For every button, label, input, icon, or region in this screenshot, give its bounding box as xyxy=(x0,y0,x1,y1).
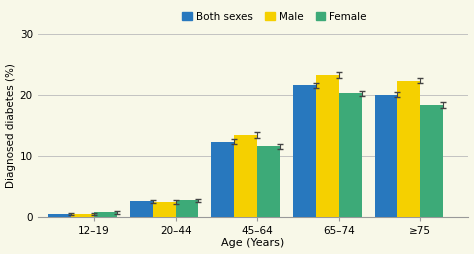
Y-axis label: Diagnosed diabetes (%): Diagnosed diabetes (%) xyxy=(6,63,16,187)
Bar xyxy=(153,202,175,217)
Bar xyxy=(374,94,398,217)
Bar xyxy=(234,135,257,217)
Bar xyxy=(71,214,94,217)
Bar xyxy=(48,214,71,217)
Bar xyxy=(398,81,420,217)
Bar xyxy=(211,141,234,217)
X-axis label: Age (Years): Age (Years) xyxy=(221,239,285,248)
Bar xyxy=(94,212,117,217)
Bar xyxy=(130,201,153,217)
Bar xyxy=(420,105,443,217)
Bar xyxy=(175,200,199,217)
Legend: Both sexes, Male, Female: Both sexes, Male, Female xyxy=(178,8,371,26)
Bar xyxy=(293,85,316,217)
Bar xyxy=(339,93,362,217)
Bar xyxy=(316,75,339,217)
Bar xyxy=(257,147,280,217)
